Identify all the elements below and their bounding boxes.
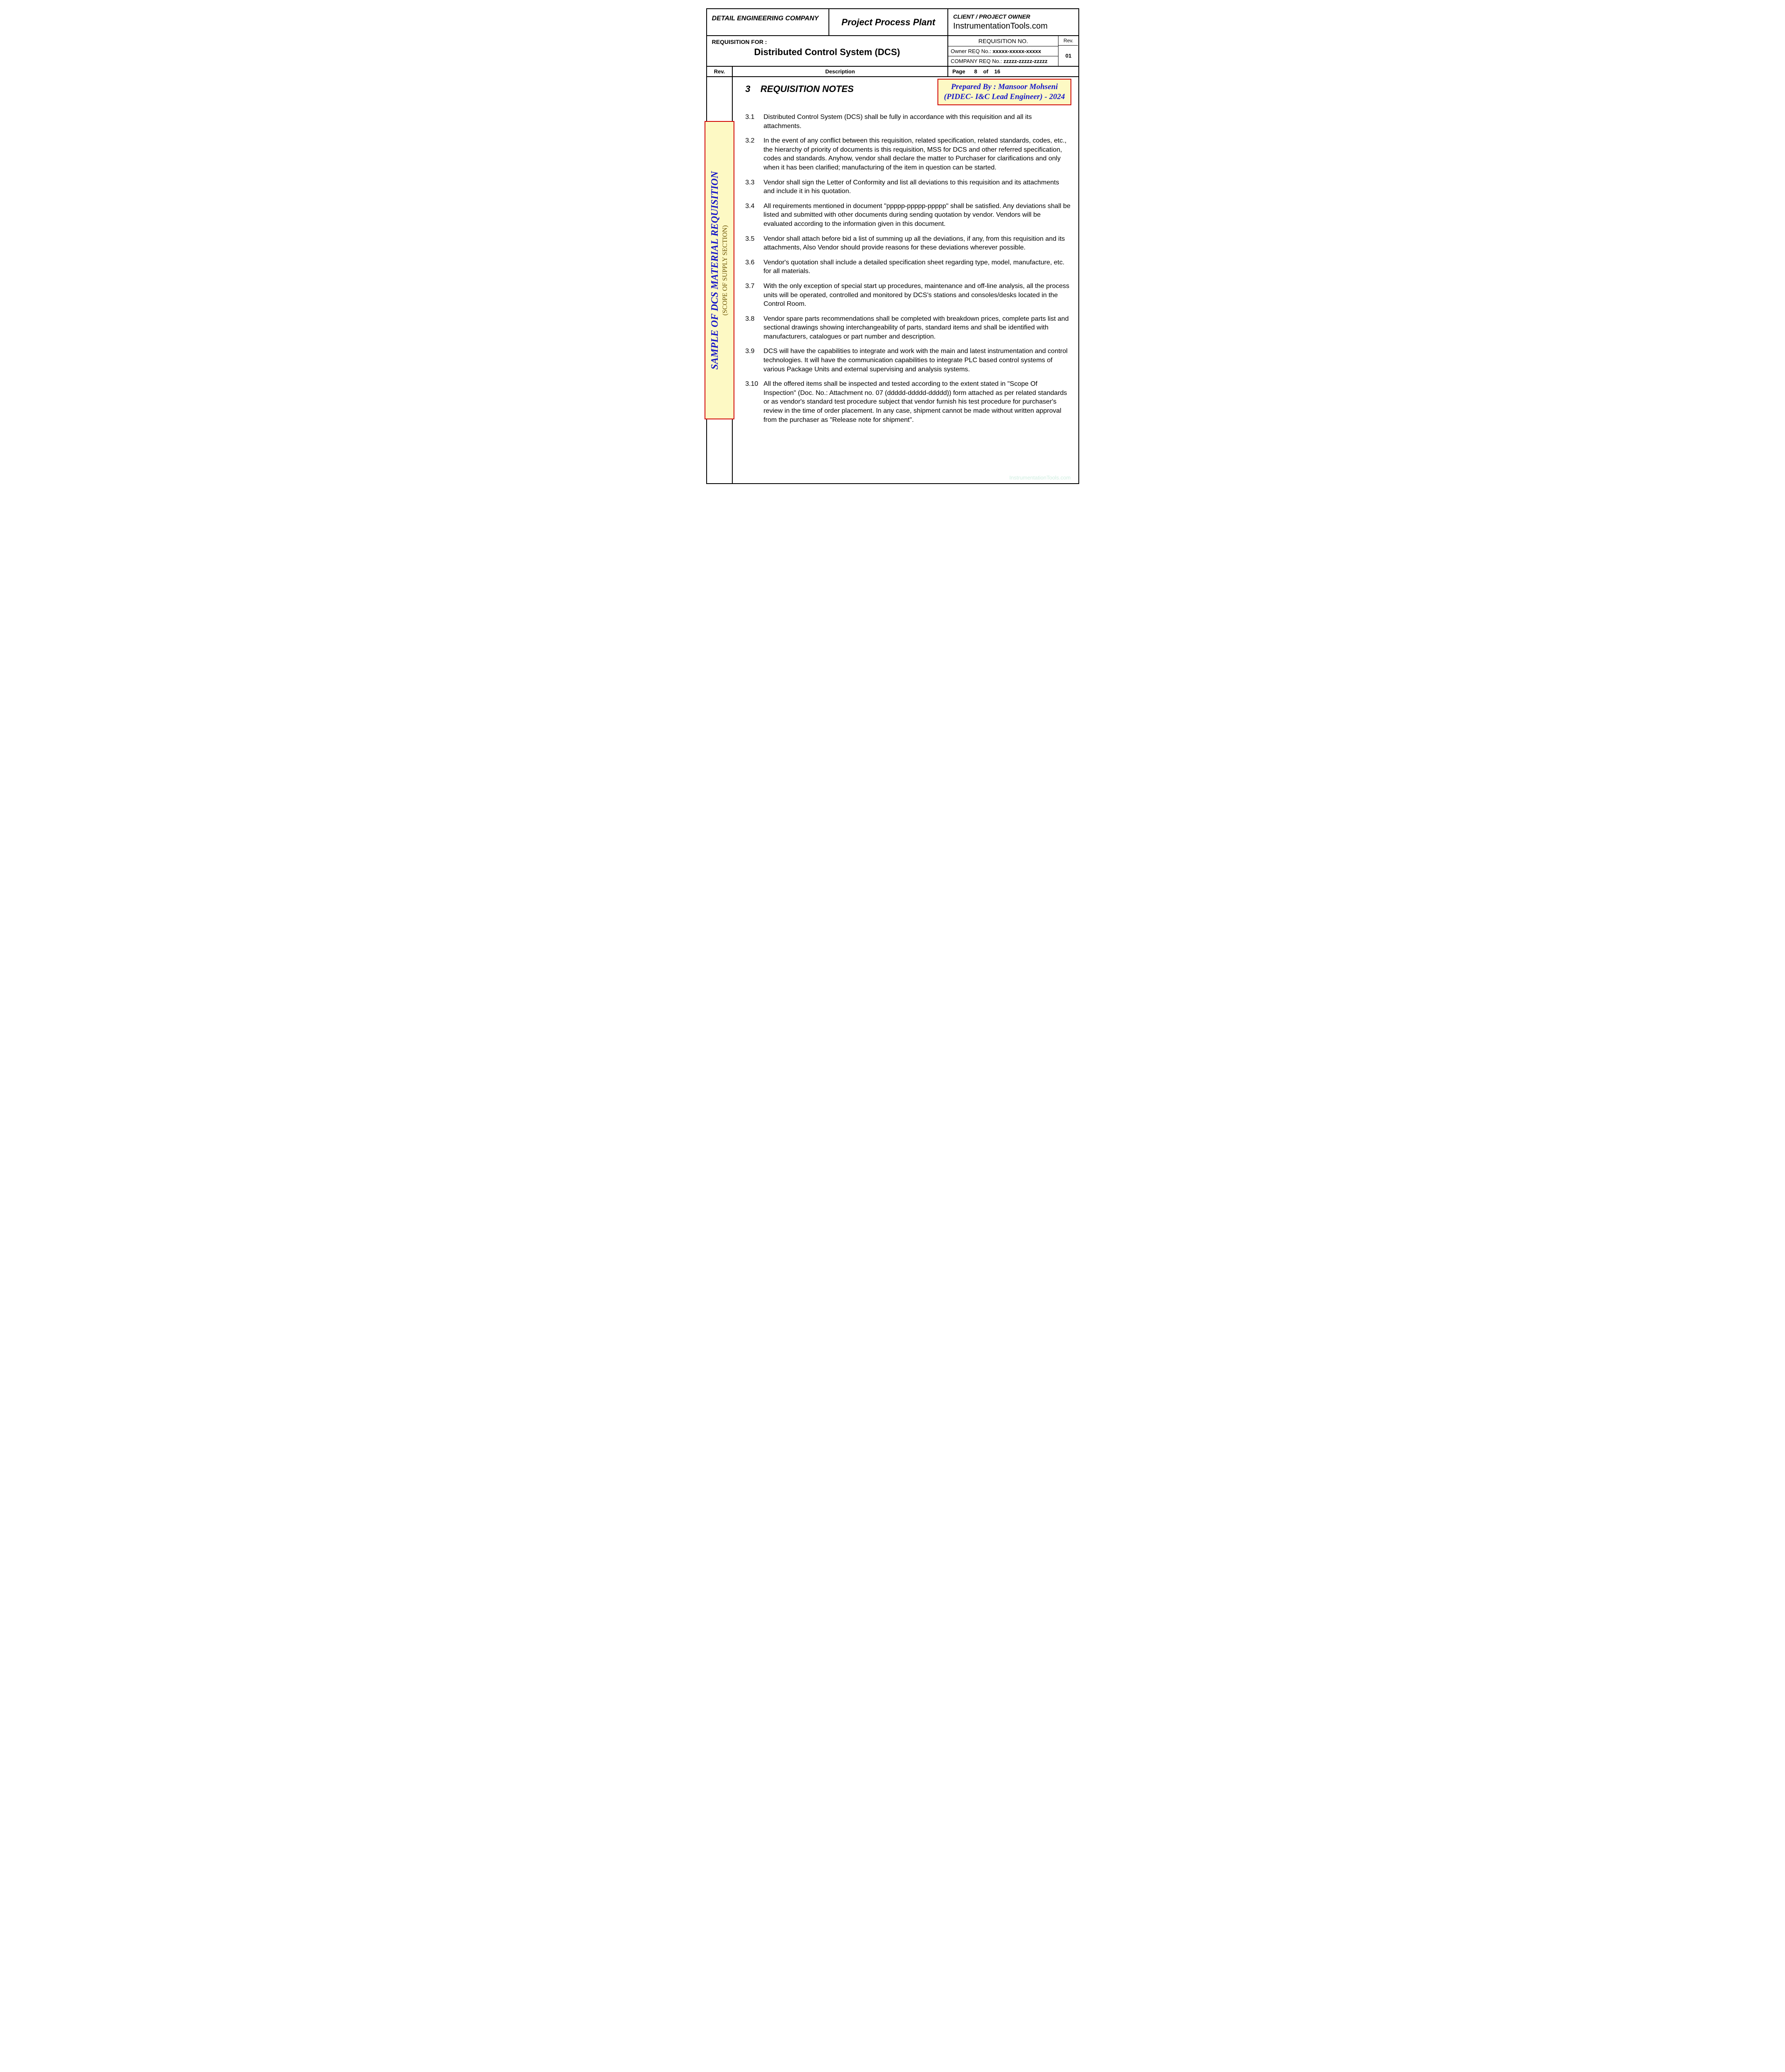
col-rev: Rev. (707, 67, 733, 76)
owner-req-label: Owner REQ No.: (951, 48, 993, 54)
requisition-numbers: REQUISITION NO. Owner REQ No.: xxxxx-xxx… (948, 36, 1078, 66)
rev-value: 01 (1058, 46, 1078, 66)
note-number: 3.5 (745, 235, 763, 252)
company-req-line: COMPANY REQ No.: zzzzz-zzzzz-zzzzz (948, 56, 1058, 66)
note-text: All the offered items shall be inspected… (763, 380, 1071, 424)
note-item: 3.8Vendor spare parts recommendations sh… (745, 315, 1071, 341)
req-no-label: REQUISITION NO. (948, 36, 1058, 46)
note-number: 3.4 (745, 202, 763, 229)
prepared-line1: Prepared By : Mansoor Mohseni (944, 82, 1065, 92)
note-number: 3.10 (745, 380, 763, 424)
note-text: Distributed Control System (DCS) shall b… (763, 113, 1071, 131)
notes-list: 3.1Distributed Control System (DCS) shal… (745, 113, 1071, 424)
sample-stamp-main: SAMPLE OF DCS MATERIAL REQUISITION (710, 171, 721, 370)
note-item: 3.6Vendor's quotation shall include a de… (745, 258, 1071, 276)
note-number: 3.2 (745, 136, 763, 172)
requisition-for: REQUISITION FOR : Distributed Control Sy… (707, 36, 948, 66)
note-item: 3.2In the event of any conflict between … (745, 136, 1071, 172)
page-total: 16 (994, 68, 1000, 75)
note-number: 3.7 (745, 282, 763, 309)
page-current: 8 (974, 68, 977, 75)
note-text: All requirements mentioned in document "… (763, 202, 1071, 229)
note-item: 3.3Vendor shall sign the Letter of Confo… (745, 178, 1071, 196)
note-item: 3.10All the offered items shall be inspe… (745, 380, 1071, 424)
note-item: 3.1Distributed Control System (DCS) shal… (745, 113, 1071, 131)
note-number: 3.3 (745, 178, 763, 196)
note-text: Vendor shall sign the Letter of Conformi… (763, 178, 1071, 196)
owner-req-value: xxxxx-xxxxx-xxxxx (993, 48, 1041, 54)
note-number: 3.1 (745, 113, 763, 131)
company-req-label: COMPANY REQ No.: (951, 58, 1003, 64)
client-label: CLIENT / PROJECT OWNER (953, 13, 1073, 20)
prepared-line2: (PIDEC- I&C Lead Engineer) - 2024 (944, 92, 1065, 102)
note-item: 3.7With the only exception of special st… (745, 282, 1071, 309)
note-text: In the event of any conflict between thi… (763, 136, 1071, 172)
header-columns: Rev. Description Page 8 of 16 (707, 67, 1078, 77)
note-item: 3.9DCS will have the capabilities to int… (745, 347, 1071, 374)
sample-stamp-sub: (SCOPE OF SUPPLY SECTION) (722, 171, 729, 370)
page-of: of (983, 68, 988, 75)
section-number: 3 (745, 84, 750, 94)
header-req: REQUISITION FOR : Distributed Control Sy… (707, 36, 1078, 67)
section-title-text: REQUISITION NOTES (761, 84, 854, 94)
rev-label: Rev. (1058, 36, 1078, 46)
note-text: With the only exception of special start… (763, 282, 1071, 309)
watermark: InstrumentationTools.com (1009, 474, 1071, 481)
col-description: Description (733, 67, 948, 76)
note-number: 3.8 (745, 315, 763, 341)
sample-stamp: SAMPLE OF DCS MATERIAL REQUISITION (SCOP… (705, 121, 734, 419)
project-title: Project Process Plant (829, 9, 948, 35)
note-text: Vendor's quotation shall include a detai… (763, 258, 1071, 276)
header-top: DETAIL ENGINEERING COMPANY Project Proce… (707, 9, 1078, 36)
body: Prepared By : Mansoor Mohseni (PIDEC- I&… (707, 77, 1078, 483)
note-text: Vendor shall attach before bid a list of… (763, 235, 1071, 252)
req-for-value: Distributed Control System (DCS) (712, 47, 942, 58)
client-block: CLIENT / PROJECT OWNER InstrumentationTo… (948, 9, 1078, 35)
note-text: Vendor spare parts recommendations shall… (763, 315, 1071, 341)
col-page: Page 8 of 16 (948, 67, 1078, 76)
note-item: 3.4All requirements mentioned in documen… (745, 202, 1071, 229)
company-req-value: zzzzz-zzzzz-zzzzz (1003, 58, 1047, 64)
note-number: 3.9 (745, 347, 763, 374)
note-item: 3.5Vendor shall attach before bid a list… (745, 235, 1071, 252)
note-text: DCS will have the capabilities to integr… (763, 347, 1071, 374)
owner-req-line: Owner REQ No.: xxxxx-xxxxx-xxxxx (948, 46, 1058, 56)
client-name: InstrumentationTools.com (953, 22, 1073, 31)
document-page: SAMPLE OF DCS MATERIAL REQUISITION (SCOP… (706, 8, 1079, 484)
page-label: Page (952, 68, 965, 75)
body-main: Prepared By : Mansoor Mohseni (PIDEC- I&… (733, 77, 1078, 483)
company-label: DETAIL ENGINEERING COMPANY (707, 9, 830, 35)
prepared-by-stamp: Prepared By : Mansoor Mohseni (PIDEC- I&… (937, 79, 1072, 105)
req-for-label: REQUISITION FOR : (712, 39, 942, 45)
note-number: 3.6 (745, 258, 763, 276)
